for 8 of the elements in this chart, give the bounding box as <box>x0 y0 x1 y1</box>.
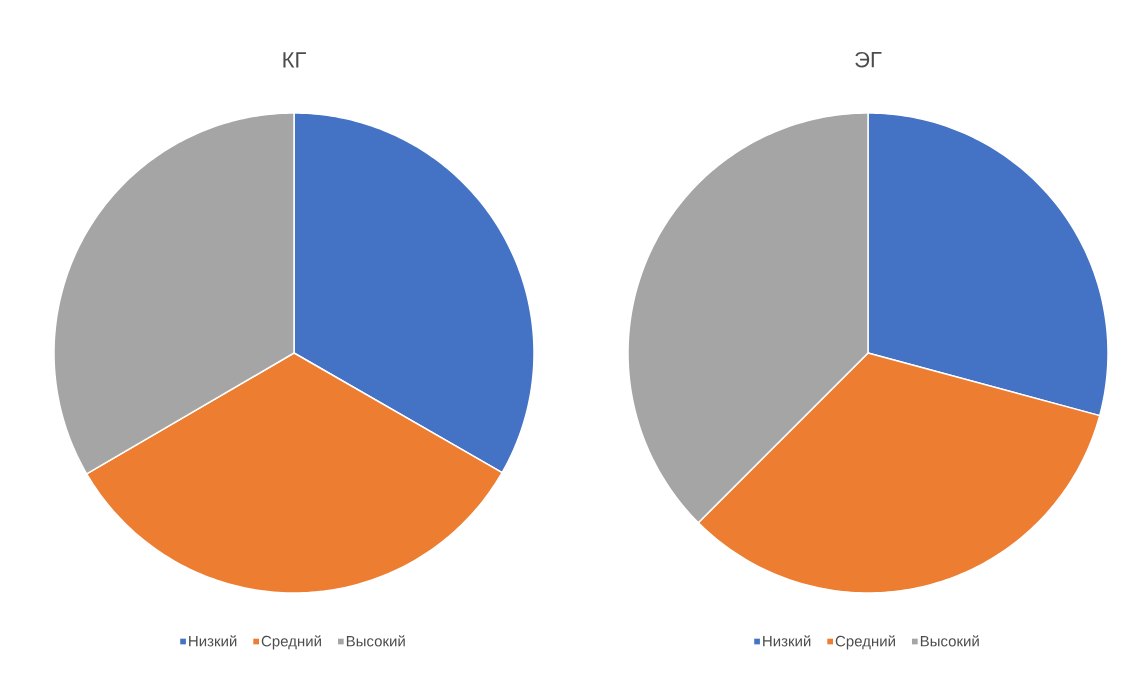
legend-label: Низкий <box>763 635 811 647</box>
legend-label: Средний <box>835 635 895 650</box>
legend-label: Высокий <box>920 635 979 647</box>
chart-title: КГ <box>283 52 306 68</box>
legend-label: Высокий <box>346 635 405 647</box>
legend-label: Средний <box>261 635 321 650</box>
chart-title: ЭГ <box>855 51 882 68</box>
legend-label: Низкий <box>189 635 237 647</box>
